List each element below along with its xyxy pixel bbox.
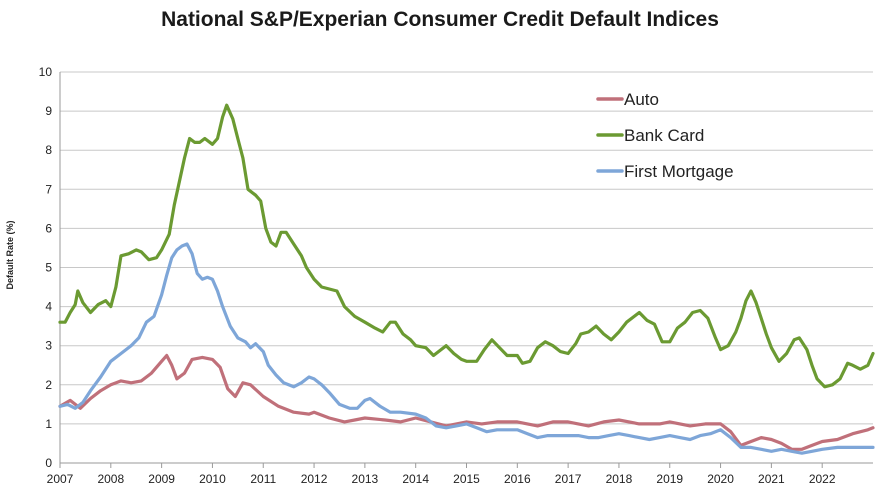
x-tick-label: 2010 xyxy=(199,472,226,486)
axes xyxy=(59,72,873,468)
chart-title: National S&P/Experian Consumer Credit De… xyxy=(161,8,719,31)
legend-label-first-mortgage: First Mortgage xyxy=(624,162,734,181)
y-tick-label: 4 xyxy=(45,300,52,314)
x-tick-label: 2013 xyxy=(352,472,379,486)
y-tick-label: 6 xyxy=(45,221,52,235)
x-tick-label: 2020 xyxy=(707,472,734,486)
x-tick-label: 2015 xyxy=(453,472,480,486)
x-tick-label: 2014 xyxy=(402,472,429,486)
y-tick-label: 7 xyxy=(45,182,52,196)
tick-labels: 0 1 2 3 4 5 6 7 8 9 10 2007 2008 2009 2010 2011 2012 2013… xyxy=(39,65,836,486)
x-tick-label: 2012 xyxy=(301,472,328,486)
series-lines xyxy=(58,103,875,455)
y-tick-label: 0 xyxy=(45,456,52,470)
x-tick-label: 2017 xyxy=(555,472,582,486)
legend: Auto Bank Card First Mortgage xyxy=(596,90,734,181)
series-line-bank-card xyxy=(58,103,875,389)
x-tick-label: 2009 xyxy=(148,472,175,486)
x-tick-label: 2018 xyxy=(606,472,633,486)
y-tick-label: 9 xyxy=(45,104,52,118)
x-tick-label: 2011 xyxy=(250,472,276,486)
x-tick-label: 2019 xyxy=(656,472,683,486)
x-tick-label: 2022 xyxy=(809,472,836,486)
legend-label-bank-card: Bank Card xyxy=(624,126,704,145)
y-tick-label: 1 xyxy=(45,417,52,431)
x-tick-label: 2007 xyxy=(47,472,74,486)
y-tick-label: 3 xyxy=(45,339,52,353)
series-line-auto xyxy=(58,353,875,451)
y-tick-label: 10 xyxy=(39,65,53,79)
y-tick-label: 8 xyxy=(45,143,52,157)
series-line-first-mortgage xyxy=(58,242,875,455)
legend-label-auto: Auto xyxy=(624,90,659,109)
x-tick-label: 2016 xyxy=(504,472,531,486)
y-tick-label: 5 xyxy=(45,261,52,275)
y-tick-label: 2 xyxy=(45,378,52,392)
x-tick-label: 2021 xyxy=(758,472,785,486)
x-tick-label: 2008 xyxy=(97,472,124,486)
